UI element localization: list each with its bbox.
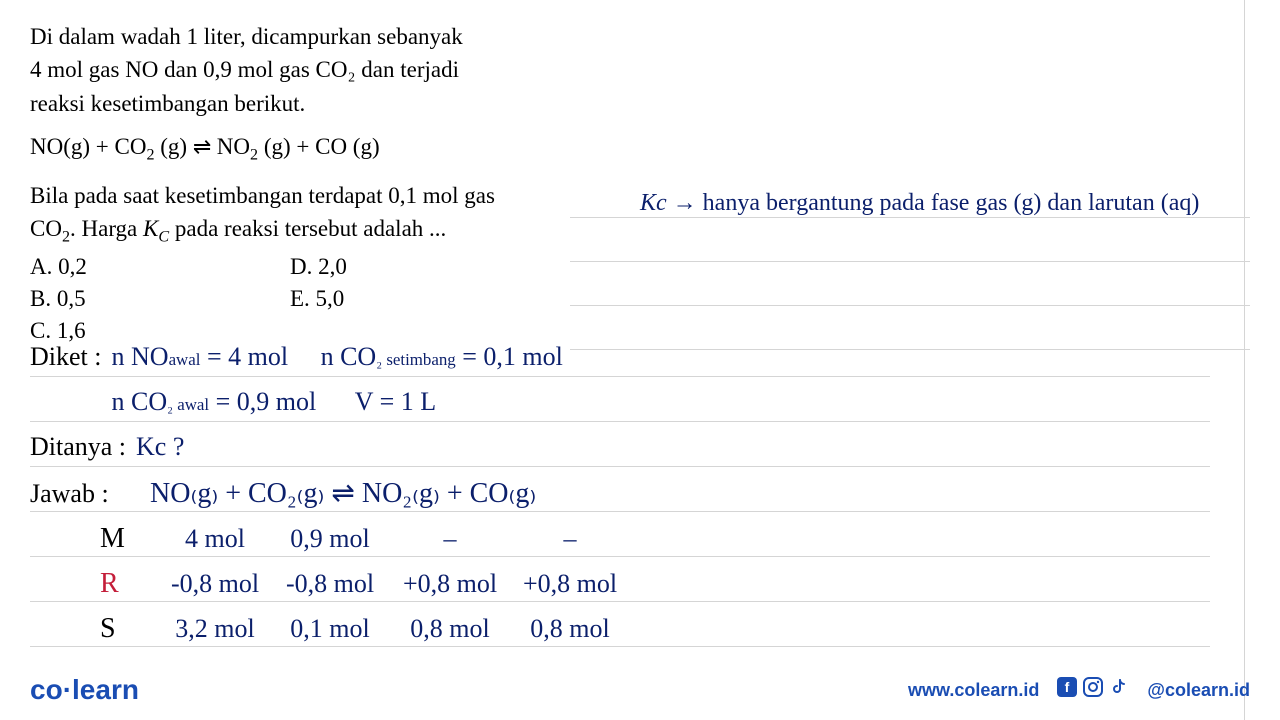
problem-statement: Di dalam wadah 1 liter, dicampurkan seba… — [30, 20, 590, 120]
problem-line-3: reaksi kesetimbangan berikut. — [30, 87, 590, 120]
option-b: B. 0,5 — [30, 283, 290, 315]
problem-line-1: Di dalam wadah 1 liter, dicampurkan seba… — [30, 20, 590, 53]
mrs-row-r: R -0,8 mol -0,8 mol +0,8 mol +0,8 mol — [30, 560, 1230, 605]
problem-line-2: 4 mol gas NO dan 0,9 mol gas CO₂ dan ter… — [30, 53, 590, 86]
facebook-icon: f — [1057, 677, 1077, 703]
footer-right: www.colearn.id f @colearn.id — [908, 677, 1250, 703]
answer-options: A. 0,2 D. 2,0 B. 0,5 E. 5,0 C. 1,6 — [30, 251, 1250, 348]
option-a: A. 0,2 — [30, 251, 290, 283]
footer: co·learn www.colearn.id f @colearn.id — [0, 674, 1280, 706]
social-icons: f — [1057, 677, 1129, 703]
option-d: D. 2,0 — [290, 251, 347, 283]
worked-solution: Diket : n NOawal = 4 mol n CO₂ setimbang… — [30, 335, 1230, 650]
equilibrium-arrow-icon: ⇌ — [193, 134, 217, 159]
brand-logo: co·learn — [30, 674, 139, 706]
question-line-2: CO2. Harga KC pada reaksi tersebut adala… — [30, 212, 590, 249]
tiktok-icon — [1109, 677, 1129, 703]
jawab-equation: Jawab : NO₍g₎ + CO₂₍g₎ ⇌ NO₂₍g₎ + CO₍g₎ — [30, 470, 1230, 515]
mrs-row-m: M 4 mol 0,9 mol – – — [30, 515, 1230, 560]
footer-url: www.colearn.id — [908, 680, 1039, 701]
margin-note: Kc → hanya bergantung pada fase gas (g) … — [640, 190, 1240, 217]
diket-line-2: Diket : n CO₂ awal = 0,9 mol V = 1 L — [30, 380, 1230, 425]
diket-line-1: Diket : n NOawal = 4 mol n CO₂ setimbang… — [30, 335, 1230, 380]
option-e: E. 5,0 — [290, 283, 344, 315]
ditanya-line: Ditanya : Kc ? — [30, 425, 1230, 470]
mrs-row-s: S 3,2 mol 0,1 mol 0,8 mol 0,8 mol — [30, 605, 1230, 650]
problem-question: Bila pada saat kesetimbangan terdapat 0,… — [30, 179, 590, 249]
svg-text:f: f — [1065, 679, 1070, 695]
instagram-icon — [1083, 677, 1103, 703]
reaction-equation: NO(g) + CO2 (g) ⇌ NO2 (g) + CO (g) — [30, 134, 1250, 165]
question-line-1: Bila pada saat kesetimbangan terdapat 0,… — [30, 179, 590, 212]
footer-handle: @colearn.id — [1147, 680, 1250, 701]
